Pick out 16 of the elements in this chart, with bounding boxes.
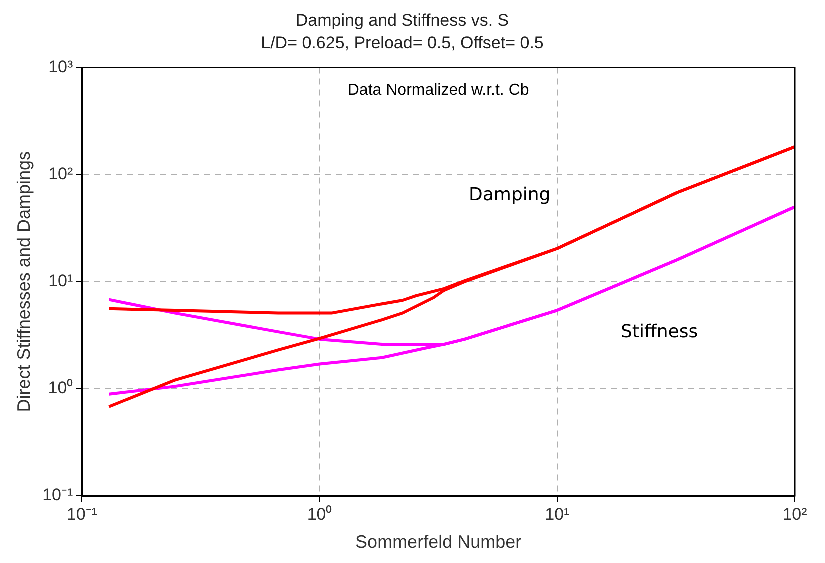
y-axis-title: Direct Stiffnesses and Dampings xyxy=(14,152,34,412)
y-tick-label: 10² xyxy=(48,164,74,184)
y-tick-label: 10⁻¹ xyxy=(42,486,74,505)
y-tick-label: 10⁰ xyxy=(48,378,74,398)
chart-title: Damping and Stiffness vs. S xyxy=(296,10,510,30)
x-tick-label: 10⁻¹ xyxy=(66,504,98,524)
annotation: Data Normalized w.r.t. Cb xyxy=(348,82,530,100)
y-tick-label: 10³ xyxy=(48,57,74,76)
chart-subtitle: L/D= 0.625, Preload= 0.5, Offset= 0.5 xyxy=(261,33,544,52)
annotation: Damping xyxy=(469,184,551,206)
annotation: Stiffness xyxy=(621,321,698,342)
y-tick-label: 10¹ xyxy=(48,272,74,291)
x-tick-label: 10¹ xyxy=(545,504,570,524)
x-tick-label: 10² xyxy=(782,504,808,524)
x-tick-label: 10⁰ xyxy=(307,504,332,524)
x-axis-title: Sommerfeld Number xyxy=(356,532,522,552)
